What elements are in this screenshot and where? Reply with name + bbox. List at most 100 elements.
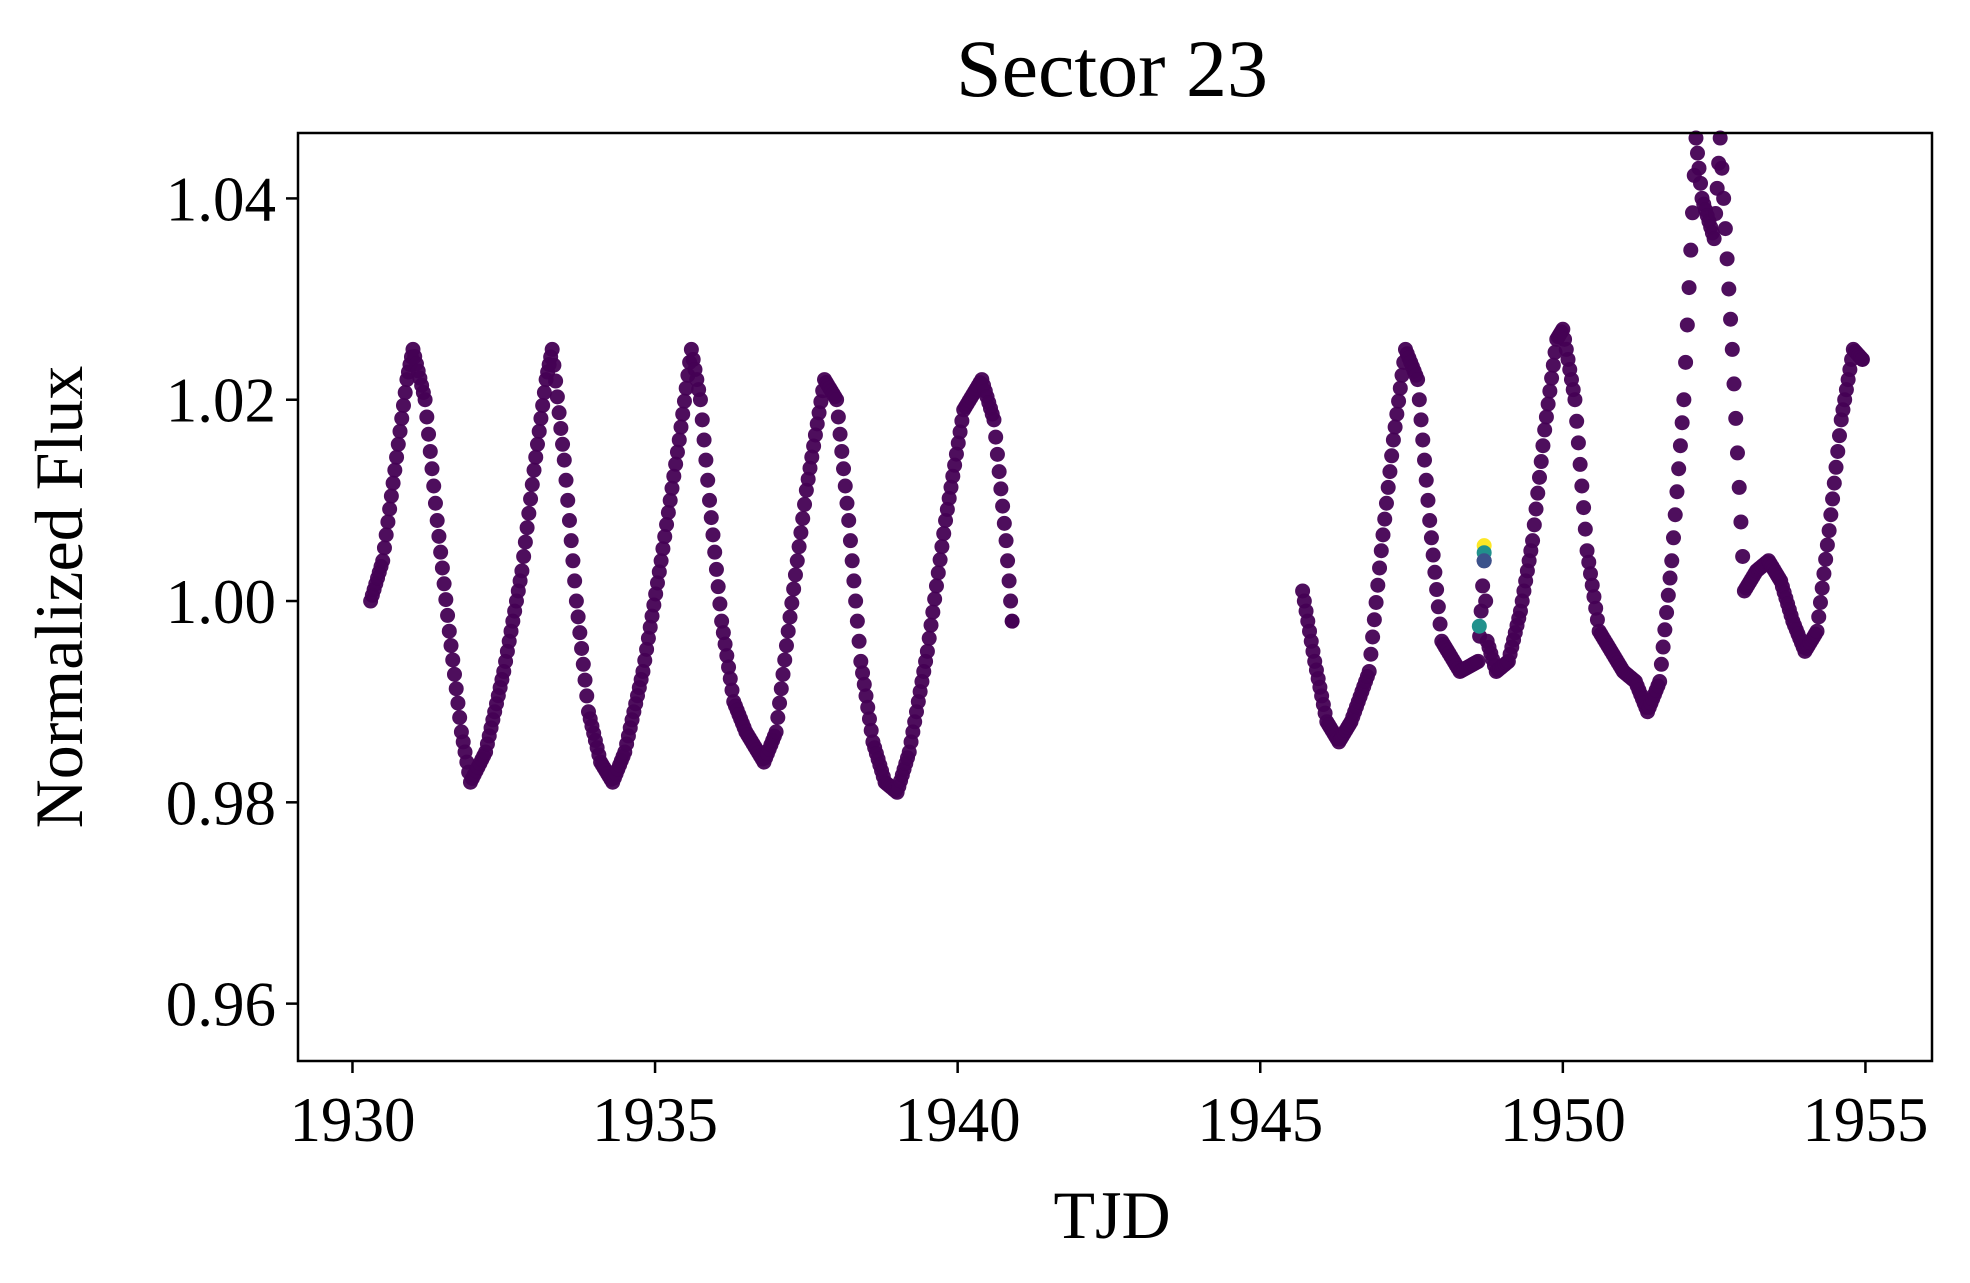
data-point <box>1665 530 1681 546</box>
data-point <box>791 539 807 555</box>
data-point <box>1819 537 1835 553</box>
data-point <box>548 373 564 389</box>
data-point <box>1735 548 1751 564</box>
data-point <box>1411 392 1427 408</box>
x-tick-label: 1950 <box>1500 1085 1626 1155</box>
data-point <box>1387 419 1403 435</box>
data-point <box>561 513 577 529</box>
data-point <box>712 596 728 612</box>
outlier-point <box>1476 553 1492 569</box>
data-point <box>1576 500 1592 516</box>
data-point <box>568 593 584 609</box>
data-point <box>546 357 562 373</box>
data-point <box>1581 554 1597 570</box>
data-point <box>1676 392 1692 408</box>
data-point <box>1533 454 1549 470</box>
data-point <box>692 392 708 408</box>
data-point <box>1368 594 1384 610</box>
data-point <box>448 681 464 697</box>
data-point <box>789 553 805 569</box>
data-point <box>941 490 957 506</box>
data-point <box>993 481 1009 497</box>
data-point <box>671 432 687 448</box>
data-point <box>707 544 723 560</box>
data-point <box>1586 589 1602 605</box>
data-point <box>1681 280 1697 296</box>
data-point <box>1823 507 1839 523</box>
data-point <box>1370 577 1386 593</box>
data-point <box>1372 560 1388 576</box>
data-point <box>1674 415 1690 431</box>
y-axis-title: Normalized Flux <box>21 366 97 829</box>
data-point <box>839 495 855 511</box>
data-point <box>1821 523 1837 539</box>
data-point <box>395 397 411 413</box>
data-point <box>1712 130 1728 146</box>
data-point <box>389 449 405 465</box>
data-point <box>436 576 452 592</box>
data-point <box>836 461 852 477</box>
data-point <box>1363 646 1379 662</box>
data-point <box>421 426 437 442</box>
data-point <box>664 480 680 496</box>
plot-frame <box>296 131 1934 1063</box>
data-point <box>1826 475 1842 491</box>
data-point <box>780 623 796 639</box>
data-point <box>549 389 565 405</box>
data-point <box>567 573 583 589</box>
data-point <box>1470 653 1486 669</box>
data-point <box>1574 478 1590 494</box>
data-point <box>657 529 673 545</box>
data-point <box>858 688 874 704</box>
data-point <box>950 435 966 451</box>
data-point <box>422 443 438 459</box>
y-tick-label: 1.00 <box>166 567 276 637</box>
data-point <box>1537 422 1553 438</box>
data-point <box>387 462 403 478</box>
data-point <box>1567 392 1583 408</box>
data-point <box>577 672 593 688</box>
data-point <box>675 406 691 422</box>
data-point <box>434 560 450 576</box>
data-point <box>1731 479 1747 495</box>
data-point <box>419 409 435 425</box>
data-point <box>660 504 676 520</box>
data-point <box>772 695 788 711</box>
data-point <box>988 429 1004 445</box>
data-point <box>1430 599 1446 615</box>
x-tick-label: 1955 <box>1802 1085 1928 1155</box>
data-point <box>1716 190 1732 206</box>
data-point <box>563 533 579 549</box>
data-point <box>1723 311 1739 327</box>
data-point <box>829 392 845 408</box>
data-point <box>832 426 848 442</box>
data-point <box>1361 663 1377 679</box>
data-point <box>526 462 542 478</box>
data-point <box>934 539 950 555</box>
data-point <box>1691 160 1707 176</box>
data-point <box>382 501 398 517</box>
y-tick-label: 0.96 <box>166 970 276 1040</box>
data-point <box>533 410 549 426</box>
data-point <box>1809 623 1825 639</box>
y-tick-label: 1.02 <box>166 366 276 436</box>
data-point <box>770 709 786 725</box>
data-point <box>855 665 871 681</box>
data-point <box>659 517 675 533</box>
data-point <box>708 561 724 577</box>
data-point <box>784 595 800 611</box>
data-point <box>1717 221 1733 237</box>
data-point <box>1545 357 1561 373</box>
data-point <box>986 412 1002 428</box>
data-point <box>375 553 391 569</box>
data-point <box>1825 491 1841 507</box>
data-point <box>1391 393 1407 409</box>
data-point <box>524 477 540 493</box>
data-point <box>640 630 656 646</box>
data-point <box>945 468 961 484</box>
data-point <box>834 443 850 459</box>
data-point <box>1000 553 1016 569</box>
data-point <box>1547 344 1563 360</box>
data-point <box>841 513 857 529</box>
data-point <box>863 722 879 738</box>
